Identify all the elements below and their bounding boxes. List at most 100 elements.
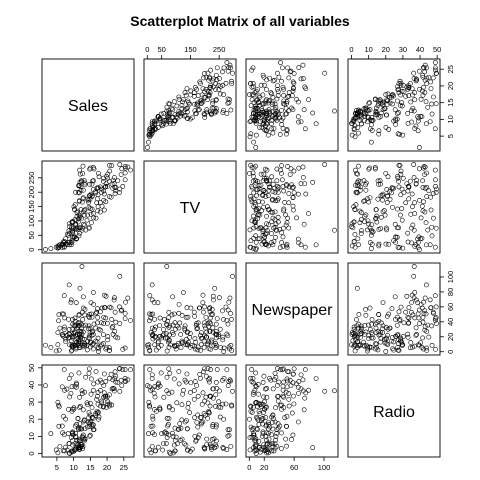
- point-sales-vs-newspaper: [270, 94, 276, 100]
- point-tv-vs-sales: [119, 166, 125, 172]
- point-tv-vs-sales: [69, 239, 75, 245]
- point-newspaper-vs-sales: [105, 337, 111, 343]
- point-sales-vs-tv: [229, 81, 235, 86]
- tick-label-left-tv: 0: [27, 248, 36, 252]
- point-radio-vs-sales: [117, 366, 123, 371]
- point-radio-vs-newspaper: [270, 386, 276, 392]
- point-tv-vs-radio: [358, 217, 364, 223]
- point-newspaper-vs-tv: [200, 300, 206, 306]
- point-sales-vs-radio: [395, 131, 401, 137]
- point-sales-vs-radio: [428, 86, 434, 91]
- point-radio-vs-newspaper: [270, 441, 276, 447]
- point-radio-vs-tv: [198, 375, 203, 381]
- point-radio-vs-tv: [167, 451, 173, 456]
- point-sales-vs-newspaper: [262, 100, 268, 106]
- point-newspaper-vs-sales: [83, 322, 89, 328]
- point-sales-vs-newspaper: [249, 67, 255, 73]
- point-tv-vs-newspaper: [267, 178, 273, 184]
- point-radio-vs-tv: [145, 383, 150, 389]
- point-sales-vs-tv: [174, 115, 180, 121]
- point-sales-vs-newspaper: [253, 88, 259, 94]
- point-tv-vs-radio: [430, 191, 436, 196]
- point-radio-vs-newspaper: [253, 436, 259, 442]
- point-radio-vs-tv: [182, 441, 187, 447]
- point-sales-vs-newspaper: [260, 122, 266, 128]
- point-tv-vs-newspaper: [279, 163, 284, 168]
- point-newspaper-vs-tv: [183, 342, 189, 348]
- point-radio-vs-newspaper: [281, 366, 286, 372]
- point-sales-vs-newspaper: [280, 115, 286, 121]
- point-tv-vs-radio: [355, 236, 361, 242]
- point-sales-vs-newspaper: [322, 70, 328, 76]
- point-sales-vs-radio: [419, 114, 425, 120]
- point-radio-vs-tv: [166, 391, 172, 396]
- point-sales-vs-radio: [433, 71, 439, 76]
- point-sales-vs-newspaper: [262, 118, 267, 124]
- point-newspaper-vs-sales: [71, 333, 77, 339]
- point-sales-vs-radio: [412, 126, 418, 131]
- point-tv-vs-newspaper: [250, 178, 256, 184]
- point-tv-vs-newspaper: [295, 191, 301, 197]
- point-sales-vs-newspaper: [248, 118, 254, 124]
- point-radio-vs-sales: [87, 433, 93, 439]
- tick-label-left-radio: 50: [27, 364, 36, 372]
- point-newspaper-vs-radio: [404, 293, 410, 299]
- point-newspaper-vs-sales: [56, 312, 62, 318]
- point-sales-vs-newspaper: [280, 84, 286, 90]
- point-tv-vs-newspaper: [289, 182, 294, 188]
- point-newspaper-vs-sales: [48, 345, 54, 350]
- point-tv-vs-newspaper: [283, 212, 289, 218]
- point-sales-vs-tv: [214, 77, 220, 83]
- point-newspaper-vs-tv: [209, 307, 215, 312]
- point-radio-vs-tv: [149, 444, 155, 449]
- point-newspaper-vs-sales: [102, 305, 107, 311]
- tick-label-right-sales: 15: [446, 98, 455, 106]
- point-radio-vs-sales: [89, 405, 95, 410]
- point-sales-vs-newspaper: [251, 139, 256, 145]
- point-tv-vs-newspaper: [310, 179, 316, 185]
- point-sales-vs-radio: [429, 101, 435, 107]
- point-sales-vs-tv: [192, 108, 198, 114]
- point-tv-vs-radio: [409, 191, 415, 197]
- point-radio-vs-sales: [112, 369, 118, 375]
- point-newspaper-vs-sales: [112, 309, 118, 315]
- point-tv-vs-newspaper: [275, 183, 281, 189]
- point-newspaper-vs-tv: [165, 339, 171, 345]
- point-radio-vs-tv: [225, 427, 231, 433]
- point-newspaper-vs-radio: [407, 345, 413, 351]
- point-sales-vs-radio: [424, 65, 429, 71]
- point-radio-vs-sales: [87, 432, 93, 438]
- point-newspaper-vs-radio: [410, 312, 416, 318]
- point-newspaper-vs-tv: [216, 334, 222, 339]
- point-newspaper-vs-sales: [89, 314, 95, 320]
- point-tv-vs-newspaper: [286, 200, 292, 206]
- point-radio-vs-tv: [146, 399, 152, 405]
- point-tv-vs-sales: [78, 184, 84, 190]
- point-radio-vs-tv: [202, 398, 207, 404]
- tick-label-top-radio: 30: [399, 45, 407, 54]
- point-tv-vs-radio: [399, 206, 405, 212]
- point-sales-vs-tv: [171, 117, 177, 123]
- point-sales-vs-radio: [394, 116, 400, 122]
- point-tv-vs-sales: [94, 185, 100, 191]
- point-sales-vs-radio: [420, 92, 426, 98]
- point-tv-vs-newspaper: [264, 228, 270, 234]
- point-radio-vs-sales: [86, 415, 92, 421]
- point-tv-vs-newspaper: [251, 165, 257, 171]
- point-sales-vs-tv: [214, 65, 220, 71]
- point-newspaper-vs-radio: [358, 325, 364, 331]
- point-sales-vs-newspaper: [257, 94, 263, 100]
- point-radio-vs-sales: [67, 394, 72, 400]
- point-tv-vs-radio: [393, 234, 399, 240]
- point-radio-vs-sales: [65, 431, 71, 437]
- point-newspaper-vs-sales: [117, 273, 123, 279]
- point-radio-vs-tv: [207, 441, 213, 447]
- point-tv-vs-sales: [94, 196, 100, 202]
- point-newspaper-vs-sales: [72, 318, 78, 324]
- point-radio-vs-tv: [178, 437, 184, 443]
- point-tv-vs-sales: [102, 184, 108, 190]
- point-radio-vs-sales: [118, 377, 124, 383]
- point-radio-vs-tv: [223, 401, 229, 407]
- point-tv-vs-radio: [419, 235, 425, 241]
- point-radio-vs-tv: [176, 369, 182, 374]
